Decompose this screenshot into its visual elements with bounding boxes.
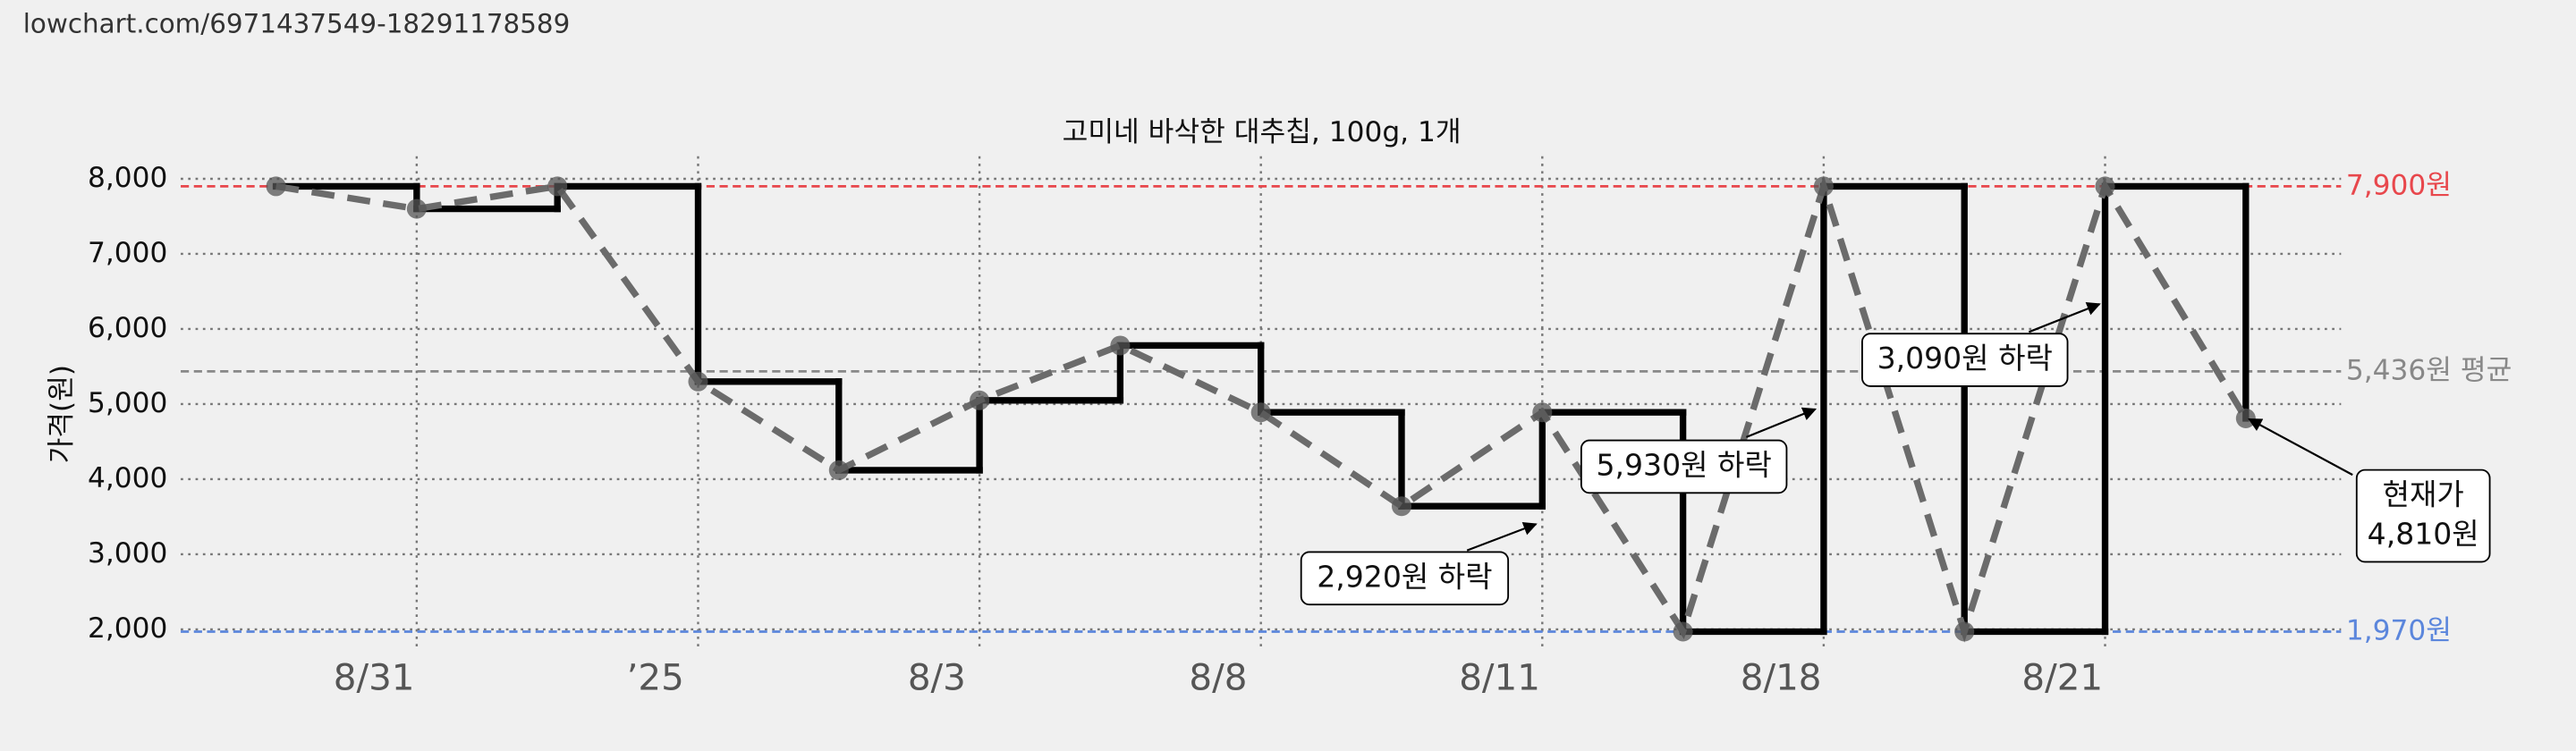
y-axis-label: 가격(원) <box>46 365 78 464</box>
annotation-arrow <box>2248 418 2353 477</box>
y-tick-label: 4,000 <box>88 462 167 494</box>
x-tick-label: 8/11 <box>1459 656 1540 699</box>
x-tick-label: 8/31 <box>334 656 415 699</box>
y-tick-label: 6,000 <box>88 312 167 344</box>
point <box>1954 621 1975 642</box>
point <box>1532 402 1553 423</box>
point <box>2095 176 2115 197</box>
y-tick-label: 7,000 <box>88 237 167 269</box>
x-tick-label: ’25 <box>627 656 684 699</box>
y-tick-label: 2,000 <box>88 612 167 645</box>
reference-label: 7,900원 <box>2346 169 2452 201</box>
x-tick-label: 8/8 <box>1189 656 1247 699</box>
point <box>266 176 286 197</box>
chart-title: 고미네 바삭한 대추칩, 100g, 1개 <box>1063 116 1462 148</box>
point <box>688 371 708 392</box>
point <box>828 460 849 480</box>
annotation-arrow <box>1466 521 1538 552</box>
annotation-box <box>1300 551 1510 606</box>
annotation-text: 5,930원 하락 <box>1596 447 1771 482</box>
y-tick-label: 8,000 <box>88 162 167 194</box>
y-tick-label: 5,000 <box>88 387 167 419</box>
point <box>1250 402 1271 423</box>
url: lowchart.com/6971437549-18291178589 <box>23 8 571 38</box>
trend-line <box>275 175 2249 643</box>
point <box>406 198 427 219</box>
annotation-box <box>2355 468 2491 563</box>
annotation-text: 현재가 <box>2383 477 2464 512</box>
point <box>1110 335 1131 356</box>
point <box>1673 621 1693 642</box>
annotation-text: 4,810원 <box>2368 517 2479 552</box>
x-tick-label: 8/18 <box>1741 656 1822 699</box>
annotation-arrow <box>2028 302 2101 333</box>
annotation-arrow <box>1746 407 1818 438</box>
reference-label: 5,436원 평균 <box>2346 354 2512 386</box>
point <box>547 176 568 197</box>
annotation-text: 3,090원 하락 <box>1877 341 2053 376</box>
point <box>1813 176 1834 197</box>
x-tick-label: 8/21 <box>2021 656 2103 699</box>
x-tick-label: 8/3 <box>908 656 966 699</box>
reference-label: 1,970원 <box>2346 614 2452 646</box>
point <box>970 390 990 410</box>
annotation-box <box>1580 439 1788 494</box>
annotation-box <box>1861 333 2069 387</box>
y-tick-label: 3,000 <box>88 537 167 570</box>
point <box>2235 408 2256 428</box>
annotation-text: 2,920원 하락 <box>1317 559 1492 594</box>
point <box>1391 496 1412 517</box>
